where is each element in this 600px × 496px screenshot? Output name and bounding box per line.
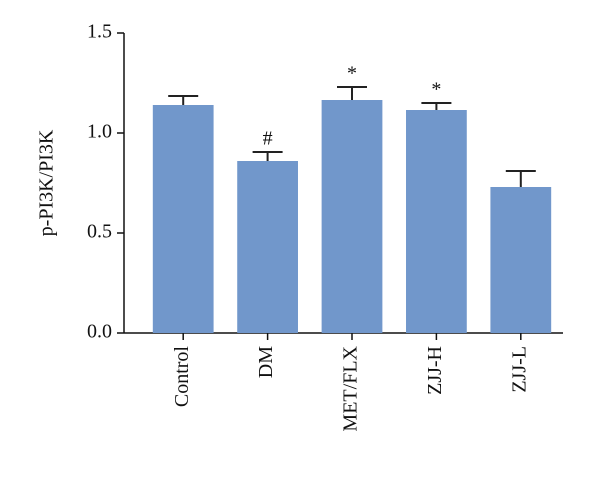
- bar: [321, 100, 383, 333]
- annotation: #: [263, 128, 273, 150]
- x-tick-label: ZJJ-H: [424, 346, 446, 395]
- x-tick-label: Control: [171, 346, 193, 408]
- x-tick-label: DM: [255, 346, 277, 378]
- y-tick-label: 0.5: [87, 221, 112, 243]
- error-bar: [337, 86, 367, 100]
- y-tick-label: 1.0: [87, 121, 112, 143]
- bar: [490, 187, 552, 333]
- x-tick-label: MET/FLX: [340, 345, 362, 431]
- error-bar: [505, 170, 536, 187]
- annotation: *: [431, 79, 441, 101]
- y-axis-label: p-PI3K/PI3K: [36, 129, 58, 236]
- error-bar: [421, 102, 452, 110]
- error-bar: [252, 151, 283, 161]
- bar: [237, 161, 298, 333]
- bar: [406, 110, 467, 333]
- bar: [152, 105, 214, 333]
- annotation: *: [347, 63, 357, 85]
- error-bar: [168, 95, 199, 105]
- x-tick-label: ZJJ-L: [508, 346, 530, 393]
- y-tick-label: 0.0: [87, 321, 112, 343]
- y-tick-label: 1.5: [87, 21, 112, 43]
